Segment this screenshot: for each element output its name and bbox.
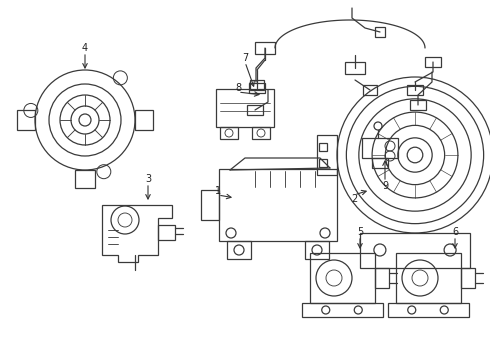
Text: 3: 3 [145, 174, 151, 184]
Bar [363, 85, 377, 95]
Bar [201, 190, 219, 220]
Bar [375, 27, 385, 37]
Text: 1: 1 [215, 186, 221, 196]
Text: 9: 9 [382, 181, 388, 191]
Bar [388, 303, 468, 317]
Bar [362, 138, 398, 158]
Bar [220, 127, 238, 139]
Bar [345, 62, 365, 74]
Bar [216, 89, 274, 127]
Bar [250, 80, 264, 90]
Bar [361, 233, 469, 268]
Bar [372, 158, 388, 168]
Bar [407, 85, 423, 95]
Bar [461, 268, 474, 288]
Bar [247, 105, 263, 115]
Bar [319, 143, 327, 151]
Bar [395, 253, 461, 303]
Bar [317, 135, 337, 175]
Bar [319, 159, 327, 167]
Text: 8: 8 [235, 83, 241, 93]
Bar [252, 127, 270, 139]
Text: 6: 6 [452, 227, 458, 237]
Bar [75, 170, 95, 188]
Bar [374, 268, 389, 288]
Bar [249, 83, 265, 93]
Bar [425, 57, 441, 67]
Bar [135, 110, 153, 130]
Text: 5: 5 [357, 227, 363, 237]
Bar [255, 42, 275, 54]
Text: 7: 7 [242, 53, 248, 63]
Text: 4: 4 [82, 43, 88, 53]
Bar [219, 169, 337, 241]
Text: 2: 2 [351, 194, 357, 204]
Bar [410, 100, 426, 110]
Bar [310, 253, 374, 303]
Bar [17, 110, 35, 130]
Bar [227, 241, 251, 259]
Bar [305, 241, 329, 259]
Bar [301, 303, 383, 317]
